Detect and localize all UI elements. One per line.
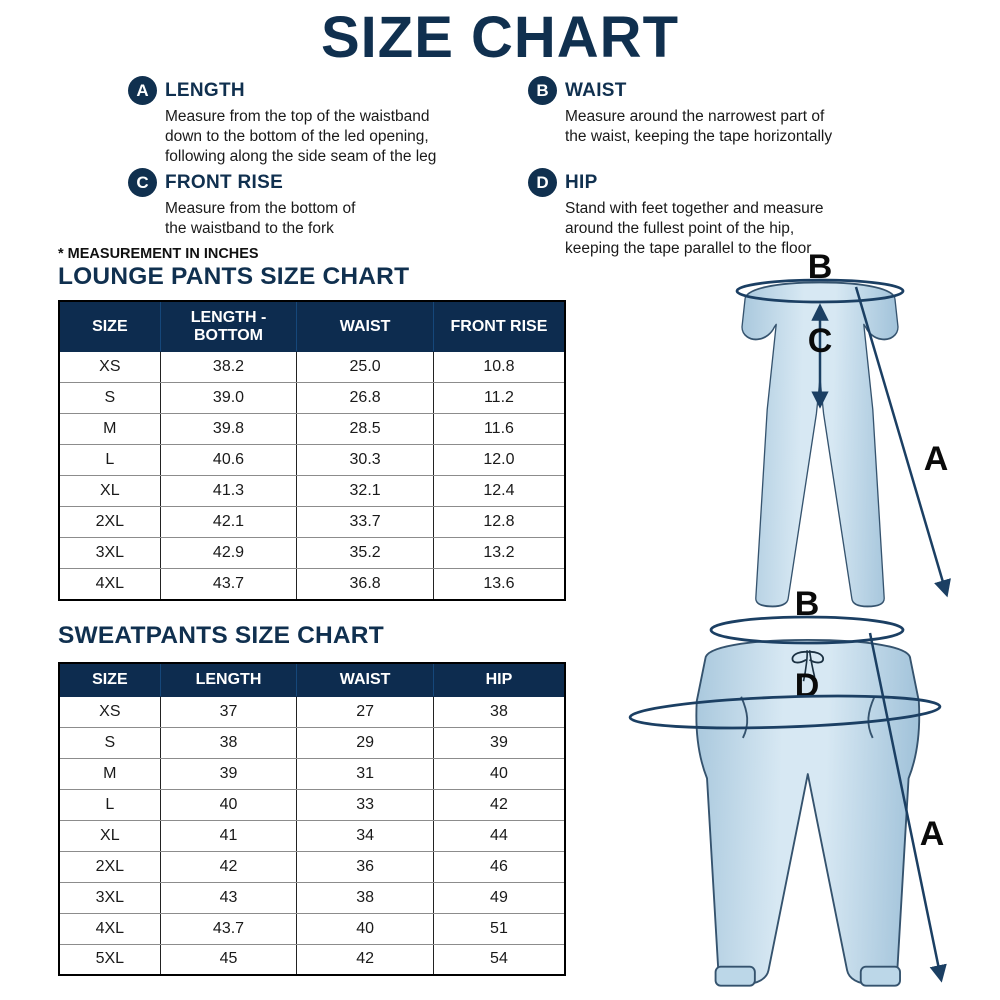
svg-text:C: C [808,322,833,360]
svg-text:A: A [924,440,949,478]
svg-text:D: D [795,667,820,705]
svg-text:A: A [920,815,945,853]
